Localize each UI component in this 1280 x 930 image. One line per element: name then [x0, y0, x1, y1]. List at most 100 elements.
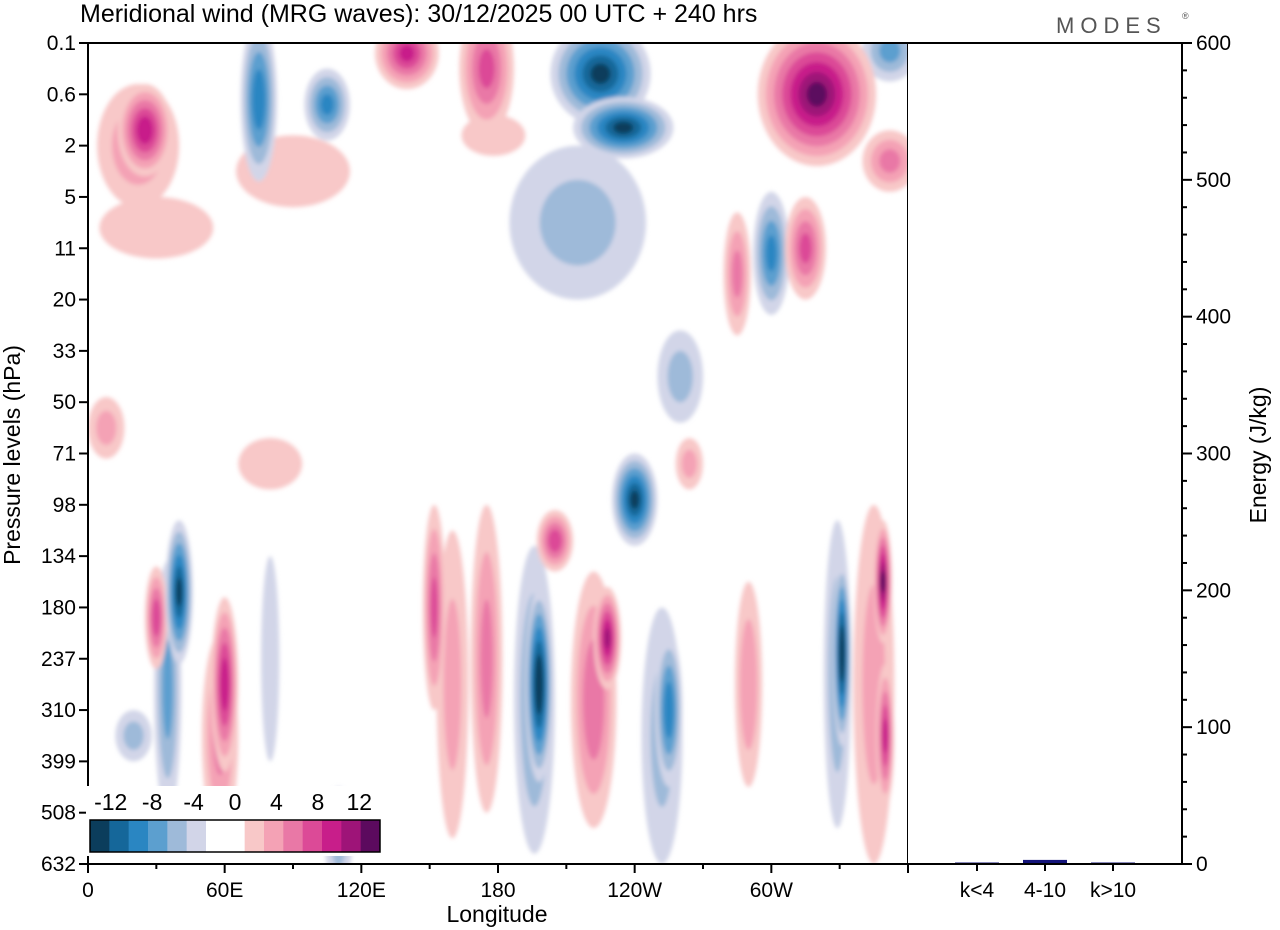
contour-fill-layer: [88, 43, 908, 864]
contour-band: [882, 718, 889, 753]
contour-band: [604, 627, 611, 649]
pressure-tick-label: 20: [53, 289, 76, 312]
pressure-axis: 0.1 0.6 2 5 11 20 33 50 71 98 134 180 237 310 399 508 63…: [41, 32, 88, 876]
colorbar-swatch: [360, 820, 381, 852]
pressure-tick-label: 5: [64, 186, 76, 209]
wind-anomaly-cell: [873, 520, 893, 644]
energy-axis: 0 100 200 300 400 500 600: [1182, 32, 1231, 876]
contour-band: [838, 637, 845, 670]
wind-anomaly-cell: [785, 196, 826, 300]
pressure-tick-label: 180: [41, 596, 76, 619]
x-axis-label: Longitude: [446, 901, 547, 927]
longitude-tick-label: 0: [82, 879, 94, 902]
contour-band: [879, 571, 886, 593]
wind-anomaly-cell: [655, 633, 683, 788]
contour-band: [152, 598, 161, 637]
colorbar-swatch: [167, 820, 188, 852]
pressure-tick-label: 508: [41, 802, 76, 825]
energy-bar: [1023, 859, 1067, 864]
energy-tick-label: 100: [1196, 716, 1231, 739]
energy-categories: k<4 4-10 k>10: [960, 864, 1136, 902]
contour-band: [99, 196, 214, 259]
wind-anomaly-cell: [99, 196, 214, 259]
pressure-tick-label: 2: [64, 135, 76, 158]
longitude-axis: 0 60E 120E 180 120W 60W: [82, 864, 909, 902]
contour-band: [548, 529, 562, 553]
energy-tick-label: 200: [1196, 579, 1231, 602]
wind-anomaly-cell: [862, 130, 908, 192]
contour-band: [220, 657, 229, 711]
colorbar-swatch: [322, 820, 342, 852]
wind-anomaly-cell: [211, 597, 239, 772]
wind-anomaly-cell: [525, 586, 553, 782]
energy-tick-label: 600: [1196, 32, 1231, 55]
longitude-tick-label: 60W: [750, 879, 793, 902]
wind-anomaly-cell: [611, 453, 658, 546]
contour-band: [480, 599, 493, 718]
chart-title: Meridional wind (MRG waves): 30/12/2025 …: [80, 0, 757, 28]
contour-band: [681, 449, 697, 479]
pressure-tick-label: 0.6: [47, 83, 76, 106]
wind-anomaly-cell: [876, 663, 895, 808]
colorbar-label: -4: [183, 789, 204, 815]
contour-band: [536, 667, 542, 702]
pressure-tick-label: 98: [53, 494, 76, 517]
wind-anomaly-cell: [536, 509, 574, 572]
energy-tick-label: 300: [1196, 443, 1231, 466]
contour-band: [879, 43, 901, 63]
pressure-tick-label: 237: [41, 648, 76, 671]
heatmap-field: [88, 43, 908, 864]
colorbar: -12 -8 -4 0 4 8 12: [86, 786, 384, 856]
wind-anomaly-cell: [238, 438, 303, 490]
colorbar-swatch: [302, 820, 323, 852]
wind-anomaly-cell: [862, 43, 908, 82]
energy-panel: 0 100 200 300 400 500 600 k<4 4-10 k>10 Energy (…: [908, 32, 1271, 902]
energy-tick-label: 400: [1196, 306, 1231, 329]
colorbar-label: 12: [346, 789, 372, 815]
energy-plot-background: [908, 43, 1182, 864]
colorbar-swatch: [186, 820, 207, 852]
pressure-tick-label: 33: [53, 340, 76, 363]
contour-band: [765, 235, 777, 272]
colorbar-swatch: [206, 820, 226, 852]
contour-band: [799, 233, 812, 264]
wind-anomaly-cell: [753, 191, 790, 315]
contour-band: [879, 149, 901, 173]
contour-band: [731, 250, 743, 298]
wind-anomaly-cell: [165, 520, 193, 664]
colorbar-label: 0: [229, 789, 242, 815]
longitude-tick-label: 60E: [206, 879, 243, 902]
wind-anomaly-cell: [470, 504, 503, 813]
contour-band: [96, 410, 117, 445]
colorbar-label: 8: [311, 789, 324, 815]
modes-logo: MODES ®: [1056, 11, 1189, 38]
contour-band: [739, 619, 758, 750]
contour-band: [806, 81, 828, 107]
pressure-tick-label: 399: [41, 750, 76, 773]
contour-band: [320, 94, 334, 116]
colorbar-label: -12: [94, 789, 127, 815]
wind-anomaly-cell: [240, 43, 278, 182]
contour-band: [176, 577, 183, 607]
pressure-tick-label: 71: [53, 443, 76, 466]
pressure-tick-label: 632: [41, 853, 76, 876]
longitude-tick-label: 120E: [337, 879, 386, 902]
colorbar-frame: [89, 819, 381, 853]
pressure-tick-label: 310: [41, 699, 76, 722]
contour-band: [430, 577, 438, 638]
pressure-tick-label: 134: [41, 545, 76, 568]
contour-band: [261, 556, 280, 762]
wind-anomaly-cell: [573, 96, 674, 159]
contour-band: [252, 69, 266, 130]
colorbar-swatch: [225, 820, 246, 852]
wind-anomaly-cell: [723, 212, 751, 336]
wind-anomaly-cell: [459, 43, 514, 136]
pressure-tick-label: 11: [54, 237, 76, 260]
contour-band: [539, 179, 616, 266]
y-axis-label: Pressure levels (hPa): [0, 345, 25, 565]
wind-anomaly-cell: [422, 504, 446, 711]
wind-anomaly-cell: [304, 68, 350, 141]
contour-band: [399, 44, 415, 62]
